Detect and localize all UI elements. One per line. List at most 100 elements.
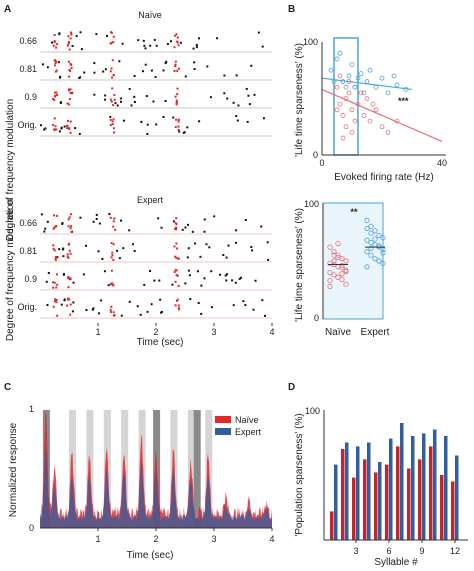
spike [68, 242, 71, 245]
dot-point [339, 263, 345, 269]
spike [43, 230, 46, 233]
spike [175, 226, 178, 229]
spike [195, 43, 198, 46]
spike [66, 102, 69, 105]
spike [44, 227, 47, 230]
x-tick-label: 1 [95, 327, 100, 337]
scatter-point [340, 135, 346, 141]
spike [67, 225, 70, 228]
b-xlabel: Evoked firing rate (Hz) [334, 172, 433, 183]
dot-point [335, 274, 341, 280]
spike [61, 222, 64, 225]
spike [109, 42, 112, 45]
spike [152, 100, 155, 103]
spike [257, 31, 260, 34]
spike [79, 216, 82, 219]
naive-title: Naïve [138, 10, 162, 20]
spike [112, 41, 115, 44]
spike [118, 257, 121, 260]
spike [69, 120, 72, 123]
spike [231, 279, 234, 282]
spike [164, 62, 167, 65]
bar [418, 459, 422, 540]
spike [176, 274, 179, 277]
spike [133, 75, 136, 78]
spike [58, 32, 61, 35]
row-label: 0.9 [24, 274, 37, 284]
spike [54, 258, 57, 261]
spike [52, 281, 55, 284]
row-label: 0.81 [19, 246, 37, 256]
spike [85, 309, 88, 312]
spike [205, 243, 208, 246]
spike [175, 299, 178, 302]
spike [95, 33, 98, 36]
dot-point [343, 281, 349, 287]
spike [200, 284, 203, 287]
spike [51, 41, 54, 44]
spike [67, 119, 70, 122]
spike [97, 250, 100, 253]
spike [177, 304, 180, 307]
spike [93, 93, 96, 96]
spike [253, 93, 256, 96]
dot-cat-expert: Expert [361, 327, 390, 338]
spike [52, 244, 55, 247]
spike [57, 61, 60, 64]
spike [122, 247, 125, 250]
spike [159, 298, 162, 301]
spike [244, 304, 247, 307]
dot-point [368, 245, 374, 251]
spike [53, 281, 56, 284]
panel-label-a: A [4, 4, 11, 15]
spike [203, 218, 206, 221]
spike [154, 76, 157, 79]
bar [451, 481, 455, 540]
spike [68, 278, 71, 281]
x-tick-label: 3 [211, 534, 216, 544]
dot-point [372, 228, 378, 234]
spike [45, 280, 48, 283]
spike [235, 229, 238, 232]
spike [62, 255, 65, 258]
row-label: 0.66 [19, 218, 37, 228]
spike [54, 298, 57, 301]
spike [66, 127, 69, 130]
x-tick-label: 2 [153, 534, 158, 544]
spike [66, 124, 69, 127]
dot-point [376, 258, 382, 264]
dot-significance: ** [350, 207, 358, 217]
spike [133, 100, 136, 103]
spike [137, 39, 140, 42]
spike [193, 68, 196, 71]
spike [52, 44, 55, 47]
spike [250, 64, 253, 67]
spike [251, 249, 254, 252]
spike [182, 131, 185, 134]
spike [67, 275, 70, 278]
spike [191, 230, 194, 233]
spike [113, 93, 116, 96]
scatter-point [343, 124, 349, 130]
spike [199, 255, 202, 258]
spike [175, 273, 178, 276]
spike [62, 247, 65, 250]
spike [52, 286, 55, 289]
scatter-point [367, 118, 373, 124]
spike [225, 256, 228, 259]
spike [109, 98, 112, 101]
spike [60, 126, 63, 129]
spike [55, 128, 58, 131]
spike [63, 298, 66, 301]
spike [133, 95, 136, 98]
spike [173, 245, 176, 248]
scatter-point [385, 90, 391, 96]
spike [112, 225, 115, 228]
spike [247, 94, 250, 97]
spike [47, 272, 50, 275]
spike [118, 60, 121, 63]
dot-point [339, 271, 345, 277]
scatter-point [337, 73, 343, 79]
spike [198, 120, 201, 123]
dot-point [368, 223, 374, 229]
